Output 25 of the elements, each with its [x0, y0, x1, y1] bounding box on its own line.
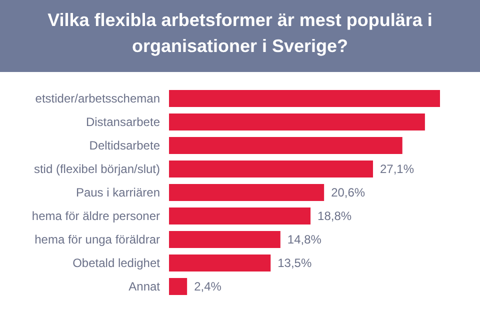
bar — [169, 137, 402, 154]
y-tick-label: stid (flexibel början/slut) — [34, 162, 160, 176]
bar — [169, 114, 425, 130]
bar — [169, 278, 188, 295]
y-tick-label: Distansarbete — [86, 115, 160, 129]
data-label: 14,8% — [287, 232, 322, 246]
y-tick-label: hema för äldre personer — [32, 209, 160, 223]
data-label: 20,6% — [331, 186, 366, 200]
chart-title: Vilka flexibla arbetsformer är mest populära i organisationer i Sverige? — [48, 10, 432, 56]
data-label: 18,8% — [318, 209, 352, 223]
data-label: 2,4% — [194, 280, 222, 294]
y-tick-label: Deltidsarbete — [89, 138, 160, 152]
bar — [169, 184, 324, 201]
data-label: 13,5% — [278, 256, 312, 270]
bar — [169, 254, 271, 272]
bar — [169, 160, 374, 178]
bar — [169, 90, 440, 107]
y-tick-label: Paus i karriären — [76, 186, 160, 200]
data-label: 27,1% — [380, 162, 414, 176]
y-tick-label: Annat — [128, 280, 161, 294]
y-tick-label: hema för unga föräldrar — [34, 232, 160, 246]
y-tick-label: Obetald ledighet — [72, 256, 161, 270]
bar — [169, 208, 311, 224]
bar — [169, 231, 280, 248]
y-tick-label: etstider/arbetsscheman — [35, 92, 160, 106]
